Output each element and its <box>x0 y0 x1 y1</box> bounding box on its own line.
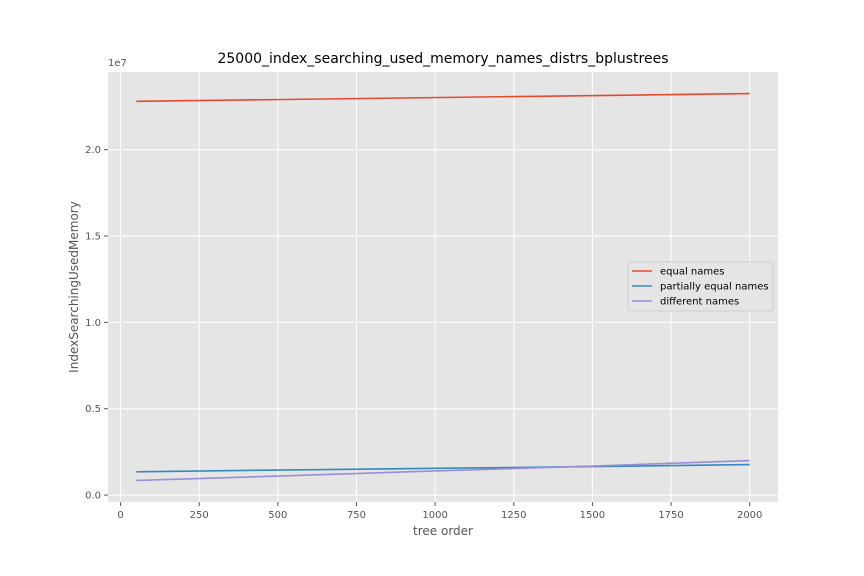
y-axis-label: IndexSearchingUsedMemory <box>67 201 81 373</box>
grid <box>108 72 778 502</box>
legend: equal names partially equal names differen… <box>627 261 774 312</box>
x-tick-label: 2000 <box>737 510 762 521</box>
x-tick-label: 0 <box>117 510 123 521</box>
x-tick-label: 1750 <box>658 510 683 521</box>
y-axis-offset-label: 1e7 <box>108 58 127 69</box>
legend-frame <box>627 261 774 312</box>
series-lines <box>136 92 750 482</box>
series-line <box>136 459 750 482</box>
x-tick-label: 1250 <box>501 510 526 521</box>
y-tick-label: 2.0 <box>85 145 101 156</box>
y-tick-label: 1.5 <box>85 232 101 243</box>
y-tick-label: 1.0 <box>85 318 101 329</box>
x-tick-label: 750 <box>347 510 366 521</box>
legend-label: different names <box>660 297 739 308</box>
legend-label: equal names <box>660 267 725 278</box>
legend-label: partially equal names <box>660 282 769 293</box>
x-tick-label: 500 <box>268 510 287 521</box>
y-tick-label: 0.5 <box>85 404 101 415</box>
series-line <box>136 463 750 473</box>
x-tick-label: 1000 <box>422 510 447 521</box>
series-line <box>136 92 750 103</box>
y-axis-ticks: 0.0 0.5 1.0 1.5 2.0 <box>85 145 108 502</box>
x-axis-ticks: 0 250 500 750 1000 1250 1500 1750 2000 <box>117 502 762 521</box>
chart-title: 25000_index_searching_used_memory_names_… <box>217 51 668 67</box>
y-tick-label: 0.0 <box>85 491 101 502</box>
x-axis-label: tree order <box>413 524 473 538</box>
x-tick-label: 1500 <box>580 510 605 521</box>
x-tick-label: 250 <box>190 510 209 521</box>
